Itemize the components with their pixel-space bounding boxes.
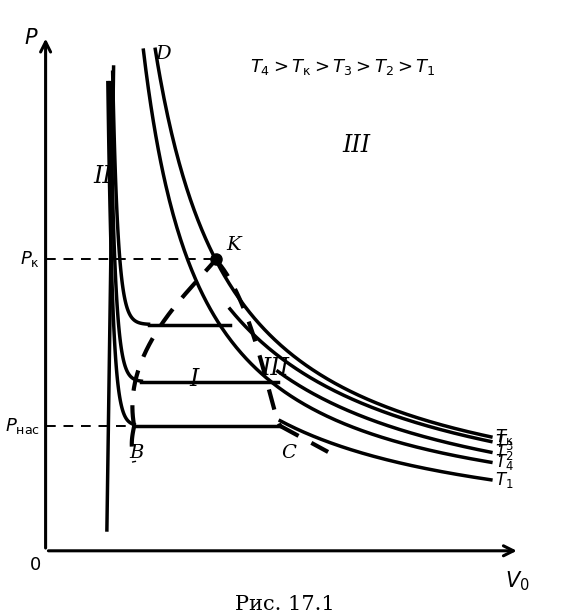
Text: B: B [129,444,144,462]
Text: $P$: $P$ [24,28,38,48]
Text: $T_3$: $T_3$ [495,431,514,452]
Text: III: III [262,357,290,380]
Text: $T_2$: $T_2$ [495,442,513,462]
Text: $T_\mathrm{\kappa}$: $T_\mathrm{\kappa}$ [495,427,514,447]
Text: $P_\mathrm{\kappa}$: $P_\mathrm{\kappa}$ [20,250,40,269]
Text: K: K [226,236,241,255]
Text: III: III [343,133,371,157]
Text: $T_1$: $T_1$ [495,470,513,490]
Text: $T_4 > T_\mathrm{\kappa} > T_3 > T_2 > T_1$: $T_4 > T_\mathrm{\kappa} > T_3 > T_2 > T… [250,57,435,77]
Text: I: I [189,368,199,390]
Text: Рис. 17.1: Рис. 17.1 [235,595,335,612]
Text: D: D [155,45,171,63]
Text: $V_0$: $V_0$ [505,569,530,592]
Text: 0: 0 [30,556,41,574]
Text: $T_4$: $T_4$ [495,452,514,472]
Text: $P_\mathrm{\text{нас}}$: $P_\mathrm{\text{нас}}$ [5,416,40,436]
Text: C: C [282,444,296,462]
Text: II: II [93,165,112,188]
